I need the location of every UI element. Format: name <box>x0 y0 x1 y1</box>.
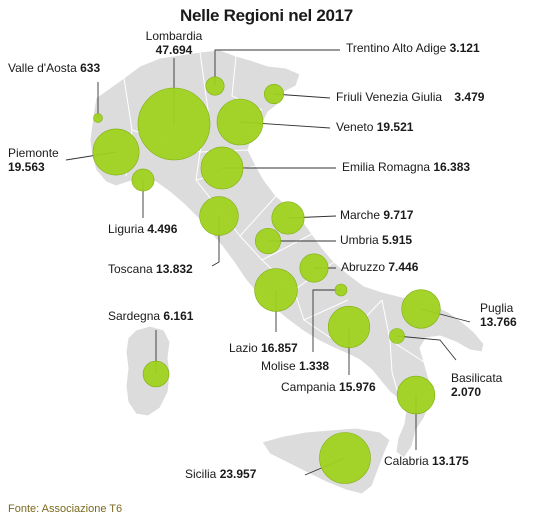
region-name-molise: Molise <box>261 359 299 373</box>
bubble-umbria <box>255 228 282 255</box>
region-name-sicilia: Sicilia <box>185 467 220 481</box>
leader-molise <box>312 289 341 352</box>
label-layer: Valle d'Aosta 633 Lombardia 47.694 Trentino… <box>8 29 517 481</box>
label-marche: Marche 9.717 <box>340 208 414 222</box>
region-value-campania: 15.976 <box>339 380 376 394</box>
region-name-marche: Marche <box>340 208 383 222</box>
bubble-lombardia <box>137 87 211 161</box>
label-lazio: Lazio 16.857 <box>229 341 298 355</box>
label-calabria: Calabria 13.175 <box>384 454 469 468</box>
bubble-layer <box>92 76 441 484</box>
bubble-sardegna <box>142 360 170 388</box>
region-name-campania: Campania <box>281 380 339 394</box>
source-note: Fonte: Associazione T6 <box>8 503 123 515</box>
region-value-marche: 9.717 <box>383 208 413 222</box>
leader-trentino-alto-adige <box>214 49 340 86</box>
region-name-basilicata: Basilicata <box>451 371 503 385</box>
bubble-lazio <box>254 268 298 312</box>
region-value-basilicata: 2.070 <box>451 385 481 399</box>
label-veneto: Veneto 19.521 <box>336 120 414 134</box>
bubble-marche <box>271 201 305 235</box>
label-sardegna: Sardegna 6.161 <box>108 309 194 323</box>
bubble-basilicata <box>389 328 405 344</box>
region-name-emilia-romagna: Emilia Romagna <box>342 160 433 174</box>
region-name-liguria: Liguria <box>108 222 147 236</box>
label-puglia: Puglia 13.766 <box>480 301 517 329</box>
region-name-calabria: Calabria <box>384 454 432 468</box>
label-lombardia: Lombardia 47.694 <box>146 29 203 57</box>
region-value-puglia: 13.766 <box>480 315 517 329</box>
label-liguria: Liguria 4.496 <box>108 222 178 236</box>
region-value-lazio: 16.857 <box>261 341 298 355</box>
region-value-emilia-romagna: 16.383 <box>433 160 470 174</box>
bubble-abruzzo <box>299 253 329 283</box>
bubble-campania <box>327 305 371 349</box>
label-toscana: Toscana 13.832 <box>108 262 193 276</box>
region-value-trentino-alto-adige: 3.121 <box>450 41 480 55</box>
region-name-toscana: Toscana <box>108 262 156 276</box>
label-trentino-alto-adige: Trentino Alto Adige 3.121 <box>346 41 480 55</box>
bubble-toscana <box>199 196 239 236</box>
bubble-emilia-romagna <box>200 146 244 190</box>
bubble-friuli-venezia-giulia <box>263 84 284 105</box>
region-value-friuli-venezia-giulia: 3.479 <box>454 90 484 104</box>
bubble-sicilia <box>319 432 371 484</box>
bubble-valle-d-aosta <box>93 113 103 123</box>
region-name-abruzzo: Abruzzo <box>341 260 388 274</box>
bubble-liguria <box>131 168 155 192</box>
map-title: Nelle Regioni nel 2017 <box>180 6 353 25</box>
label-molise: Molise 1.338 <box>261 359 329 373</box>
region-name-sardegna: Sardegna <box>108 309 163 323</box>
region-name-umbria: Umbria <box>340 233 382 247</box>
region-value-molise: 1.338 <box>299 359 329 373</box>
label-campania: Campania 15.976 <box>281 380 376 394</box>
bubble-veneto <box>216 98 264 146</box>
label-umbria: Umbria 5.915 <box>340 233 412 247</box>
bubble-trentino-alto-adige <box>205 76 225 96</box>
region-name-friuli-venezia-giulia: Friuli Venezia Giulia <box>336 90 445 104</box>
region-value-umbria: 5.915 <box>382 233 412 247</box>
region-name-valle-d-aosta: Valle d'Aosta <box>8 61 80 75</box>
bubble-piemonte <box>92 128 140 176</box>
region-value-veneto: 19.521 <box>377 120 414 134</box>
region-value-lombardia: 47.694 <box>156 43 193 57</box>
label-emilia-romagna: Emilia Romagna 16.383 <box>342 160 470 174</box>
label-piemonte: Piemonte 19.563 <box>8 146 59 174</box>
region-value-valle-d-aosta: 633 <box>80 61 100 75</box>
region-value-sicilia: 23.957 <box>220 467 257 481</box>
bubble-calabria <box>396 375 436 415</box>
label-valle-d-aosta: Valle d'Aosta 633 <box>8 61 100 75</box>
label-sicilia: Sicilia 23.957 <box>185 467 257 481</box>
label-abruzzo: Abruzzo 7.446 <box>341 260 419 274</box>
bubble-puglia <box>401 289 441 329</box>
label-basilicata: Basilicata 2.070 <box>451 371 503 399</box>
bubble-molise <box>334 283 348 297</box>
region-value-toscana: 13.832 <box>156 262 193 276</box>
region-name-piemonte: Piemonte <box>8 146 59 160</box>
region-name-lazio: Lazio <box>229 341 261 355</box>
region-value-liguria: 4.496 <box>147 222 177 236</box>
region-name-puglia: Puglia <box>480 301 514 315</box>
region-name-lombardia: Lombardia <box>146 29 203 43</box>
region-value-calabria: 13.175 <box>432 454 469 468</box>
leader-basilicata <box>396 335 457 361</box>
region-value-sardegna: 6.161 <box>163 309 193 323</box>
region-value-piemonte: 19.563 <box>8 160 45 174</box>
region-value-abruzzo: 7.446 <box>388 260 418 274</box>
label-friuli-venezia-giulia: Friuli Venezia Giulia 3.479 <box>336 90 485 104</box>
region-name-veneto: Veneto <box>336 120 377 134</box>
region-name-trentino-alto-adige: Trentino Alto Adige <box>346 41 450 55</box>
